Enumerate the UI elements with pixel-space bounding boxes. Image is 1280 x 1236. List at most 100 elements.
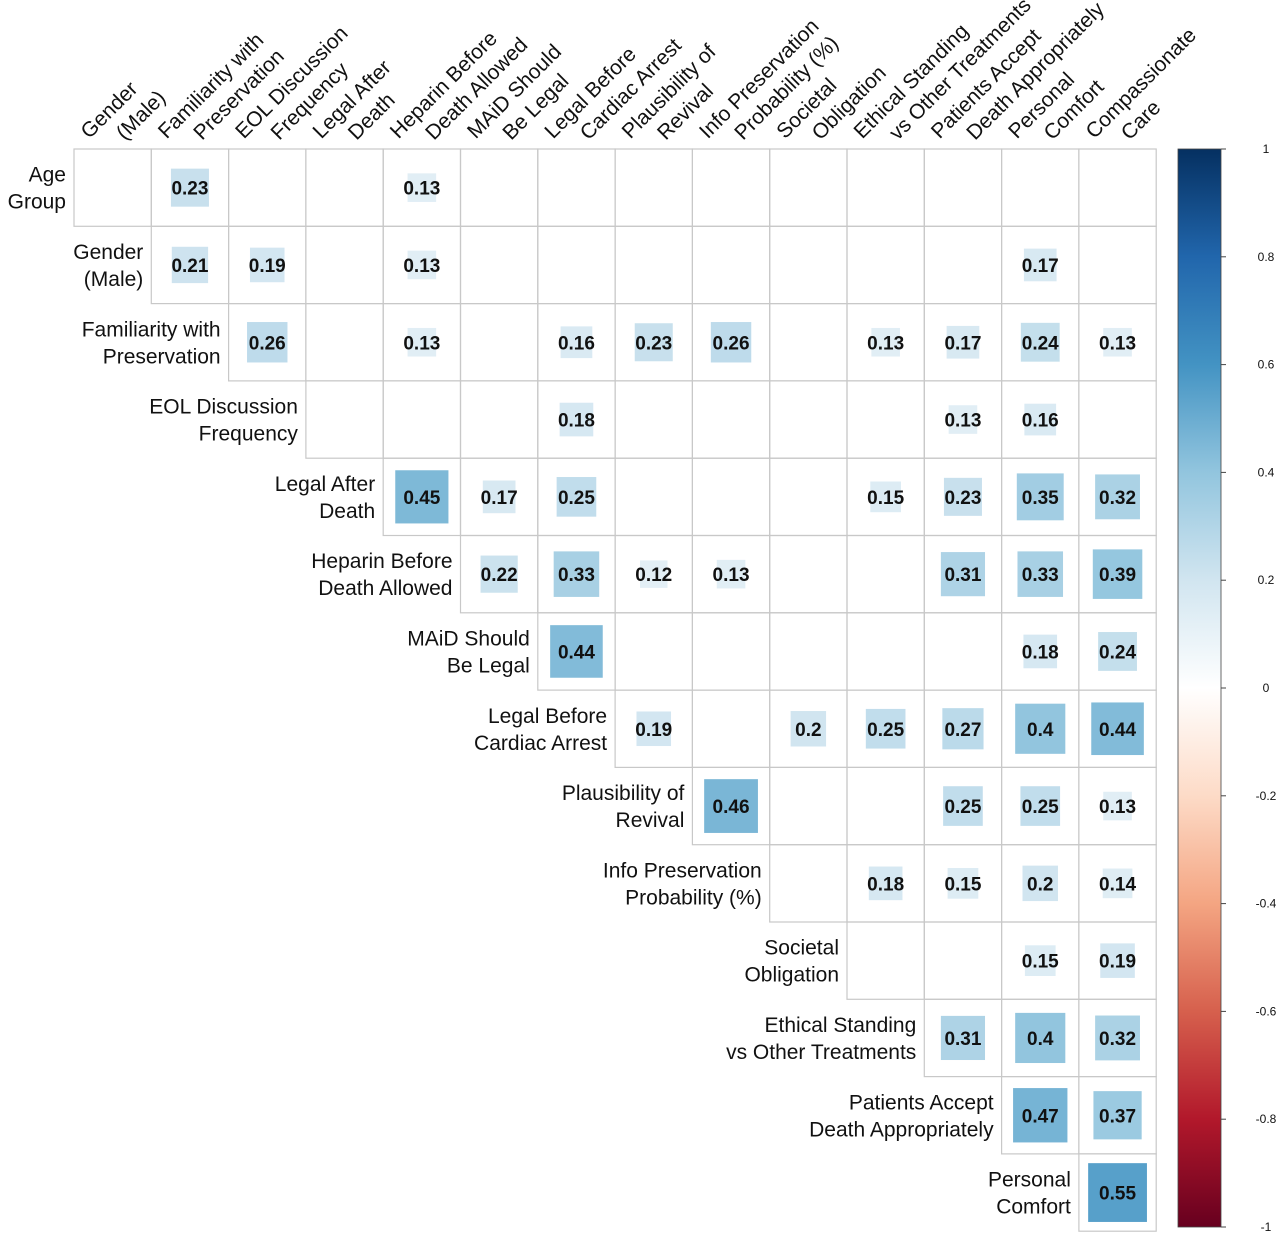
correlation-value: 0.25 (1022, 797, 1059, 818)
correlation-tile (482, 480, 516, 514)
correlation-value: 0.13 (867, 333, 904, 354)
correlation-value: 0.46 (713, 797, 750, 818)
grid-cell (305, 225, 384, 305)
correlation-value: 0.2 (795, 720, 821, 741)
correlation-tile (1015, 1012, 1066, 1064)
correlation-value: 0.33 (1022, 565, 1059, 586)
correlation-tile (634, 323, 673, 362)
correlation-tile (1102, 868, 1133, 899)
row-label: Legal Before Cardiac Arrest (474, 705, 607, 755)
correlation-tile (1023, 634, 1058, 669)
grid-cell (691, 689, 771, 768)
correlation-tile (1103, 791, 1132, 821)
grid-cell (691, 148, 771, 227)
correlation-tile (942, 708, 984, 750)
row-label: Personal Comfort (988, 1169, 1071, 1219)
grid-cell (614, 225, 693, 305)
correlation-tile (1095, 474, 1140, 520)
grid-cell (691, 225, 771, 305)
correlation-value: 0.12 (635, 565, 672, 586)
row-label: Legal After Death (275, 473, 375, 523)
correlation-tile (943, 477, 982, 516)
grid-cell (846, 148, 925, 227)
correlation-value: 0.14 (1099, 874, 1136, 895)
correlation-tile (940, 1015, 986, 1061)
correlation-value: 0.15 (944, 874, 981, 895)
grid-cell (846, 921, 925, 1000)
correlation-tile (790, 711, 827, 747)
correlation-tile (1022, 865, 1058, 902)
grid-cell (769, 766, 848, 846)
grid-cell (769, 225, 848, 305)
column-labels: Gender(Male)Familiarity withPreservation… (77, 0, 1201, 145)
correlation-value: 0.13 (1099, 797, 1136, 818)
correlation-value: 0.23 (944, 488, 981, 509)
correlation-tile (247, 322, 288, 363)
correlation-value: 0.13 (1099, 333, 1136, 354)
correlation-tile (1015, 703, 1066, 754)
correlation-value: 0.16 (558, 333, 595, 354)
colorbar-tick-label: -0.8 (1256, 1112, 1277, 1126)
correlation-value: 0.55 (1099, 1184, 1136, 1205)
correlation-value: 0.15 (867, 488, 904, 509)
correlation-tile (940, 552, 986, 597)
correlation-value: 0.32 (1099, 488, 1136, 509)
correlation-value: 0.37 (1099, 1106, 1136, 1127)
grid-cell (769, 844, 848, 923)
row-label: Familiarity with Preservation (82, 318, 221, 368)
value-labels: 0.23 0.13 0.21 0.19 0.13 0.17 0.26 0.13 0.16 0.23… (171, 179, 1136, 1205)
grid-cell (691, 380, 771, 459)
grid-cell (614, 612, 693, 691)
correlation-value: 0.44 (558, 642, 595, 663)
correlation-tile (1023, 248, 1057, 282)
correlation-tile (1024, 945, 1056, 977)
colorbar-tick-label: 0.6 (1258, 358, 1275, 372)
correlation-tile (1016, 473, 1064, 521)
correlation-tile (556, 477, 597, 517)
grid (73, 148, 1157, 1232)
correlation-tile (395, 470, 449, 524)
grid-cell (459, 303, 539, 382)
correlation-tile (1088, 1163, 1147, 1222)
correlation-value: 0.25 (558, 488, 595, 509)
grid-cell (769, 148, 848, 227)
correlation-tile (249, 247, 285, 283)
correlation-tile (480, 555, 518, 593)
correlation-tile (716, 559, 746, 589)
correlation-tile (407, 173, 437, 202)
grid-cell (846, 225, 925, 305)
correlation-value: 0.13 (403, 333, 440, 354)
correlation-tile (710, 322, 752, 363)
grid-cell (769, 303, 848, 382)
grid-cell (537, 148, 616, 227)
correlation-tile (946, 325, 980, 359)
correlation-value: 0.13 (713, 565, 750, 586)
grid-cell (1078, 1153, 1157, 1232)
correlation-tile (1093, 1091, 1142, 1140)
grid-cell (1000, 148, 1080, 227)
grid-cell (846, 612, 925, 691)
grid-cell (1078, 225, 1157, 305)
correlation-tile (640, 560, 668, 588)
correlation-value: 0.19 (635, 720, 672, 741)
colorbar-tick-label: 0.8 (1258, 250, 1275, 264)
grid-cell (846, 380, 925, 459)
correlation-value: 0.15 (1022, 952, 1059, 973)
correlation-tile (1092, 549, 1143, 599)
correlation-value: 0.33 (558, 565, 595, 586)
correlation-tile (1017, 551, 1064, 597)
correlation-value: 0.26 (249, 333, 286, 354)
grid-cell (228, 148, 307, 227)
correlation-tile (704, 779, 758, 833)
correlation-tile (560, 326, 593, 359)
correlation-tile (1020, 786, 1061, 826)
correlation-value: 0.13 (403, 256, 440, 277)
correlation-value: 0.23 (171, 179, 208, 200)
row-label: Info Preservation Probability (%) (603, 859, 762, 909)
correlation-tile (868, 866, 903, 901)
correlation-tile (170, 168, 209, 207)
correlation-value: 0.24 (1099, 642, 1136, 663)
correlation-value: 0.18 (558, 411, 595, 432)
